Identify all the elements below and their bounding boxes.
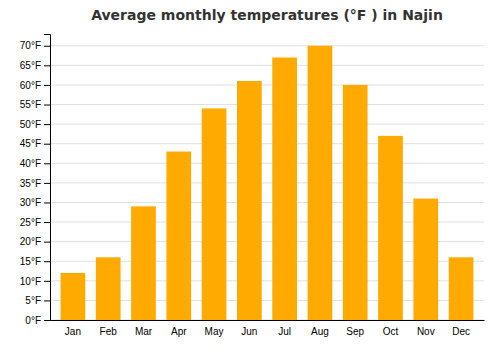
x-tick-label: Dec [452, 326, 470, 337]
bar [96, 257, 121, 320]
y-tick: 15°F [20, 256, 50, 267]
y-tick-label: 60°F [20, 80, 41, 91]
y-tick: 65°F [20, 60, 50, 71]
y-tick-mark [44, 261, 50, 262]
y-tick: 5°F [25, 295, 50, 306]
chart: 0°F 5°F 10°F 15°F 20°F 25°F 30°F 35°F 40°F 45°F 50… [0, 0, 500, 350]
y-tick: 55°F [20, 99, 50, 110]
y-tick-mark [44, 202, 50, 203]
y-tick-label: 35°F [20, 178, 41, 189]
y-tick: 20°F [20, 236, 50, 247]
y-tick-mark [44, 300, 50, 301]
x-tick-label: Jun [241, 326, 257, 337]
x-tick: Jan [65, 326, 81, 337]
x-tick-label: Mar [135, 326, 153, 337]
bar [202, 108, 227, 320]
y-tick-label: 5°F [25, 295, 41, 306]
y-tick-label: 10°F [20, 276, 41, 287]
grid-line [50, 143, 484, 144]
bar [343, 85, 368, 320]
x-tick: Mar [135, 326, 153, 337]
x-tick: Jun [241, 326, 257, 337]
bar [449, 257, 474, 320]
bar [272, 58, 297, 320]
y-tick-label: 0°F [25, 315, 41, 326]
y-tick-mark [44, 163, 50, 164]
plot: 0°F 5°F 10°F 15°F 20°F 25°F 30°F 35°F 40°F 45°F 50… [20, 35, 485, 338]
bar [131, 206, 156, 320]
bar [166, 152, 191, 320]
y-tick-label: 70°F [20, 40, 41, 51]
y-tick-label: 65°F [20, 60, 41, 71]
grid-line [50, 124, 484, 125]
x-tick: Feb [100, 326, 118, 337]
grid-line [50, 84, 484, 85]
y-tick: 10°F [20, 276, 50, 287]
bar [237, 81, 262, 320]
grid-line [50, 182, 484, 183]
grid-line [50, 104, 484, 105]
y-tick-label: 40°F [20, 158, 41, 169]
x-tick-label: Apr [171, 326, 187, 337]
y-tick-mark [44, 85, 50, 86]
y-tick: 70°F [20, 40, 50, 51]
x-tick-label: Oct [383, 326, 399, 337]
y-tick-label: 55°F [20, 99, 41, 110]
x-tick: Dec [452, 326, 470, 337]
y-tick: 45°F [20, 138, 50, 149]
y-tick-label: 50°F [20, 119, 41, 130]
y-tick-mark [44, 222, 50, 223]
x-tick: Nov [417, 326, 435, 337]
y-tick-label: 45°F [20, 138, 41, 149]
y-axis-line [44, 35, 51, 321]
x-tick-label: May [205, 326, 224, 337]
x-axis-line [51, 320, 485, 321]
y-tick-mark [44, 320, 50, 321]
y-tick-mark [44, 281, 50, 282]
y-tick: 0°F [25, 315, 50, 326]
y-axis: 0°F 5°F 10°F 15°F 20°F 25°F 30°F 35°F 40°F 45°F 50… [20, 35, 51, 326]
y-tick: 35°F [20, 178, 50, 189]
y-tick-mark [44, 105, 50, 106]
y-tick-mark [44, 183, 50, 184]
y-tick-label: 25°F [20, 217, 41, 228]
y-tick-mark [44, 124, 50, 125]
y-tick-mark [44, 242, 50, 243]
x-tick: Jul [278, 326, 291, 337]
grid-line [50, 45, 484, 46]
y-tick: 30°F [20, 197, 50, 208]
y-tick: 60°F [20, 80, 50, 91]
y-tick-label: 15°F [20, 256, 41, 267]
y-tick-mark [44, 46, 50, 47]
x-tick-label: Feb [100, 326, 118, 337]
grid-line [50, 65, 484, 66]
x-tick: Apr [171, 326, 187, 337]
x-tick-label: Aug [311, 326, 329, 337]
y-tick-mark [44, 144, 50, 145]
bar [378, 136, 403, 320]
y-tick: 25°F [20, 217, 50, 228]
x-tick: Sep [346, 326, 364, 337]
x-tick: Aug [311, 326, 329, 337]
x-tick: Oct [383, 326, 399, 337]
bars [61, 46, 474, 320]
x-tick-label: Nov [417, 326, 435, 337]
x-tick-label: Jul [278, 326, 291, 337]
y-tick-mark [44, 65, 50, 66]
x-tick: May [205, 326, 224, 337]
bar [61, 273, 86, 320]
grid [50, 46, 484, 320]
y-tick: 50°F [20, 119, 50, 130]
x-tick-label: Sep [346, 326, 364, 337]
y-tick-label: 30°F [20, 197, 41, 208]
bar [413, 199, 438, 320]
y-tick-label: 20°F [20, 236, 41, 247]
x-axis: Jan Feb Mar Apr May Jun Jul Aug Sep Oct Nov Dec [51, 321, 485, 338]
grid-line [50, 163, 484, 164]
x-tick-label: Jan [65, 326, 81, 337]
y-tick: 40°F [20, 158, 50, 169]
title: Average monthly temperatures (°F ) in Na… [91, 7, 443, 23]
bar [308, 46, 333, 320]
